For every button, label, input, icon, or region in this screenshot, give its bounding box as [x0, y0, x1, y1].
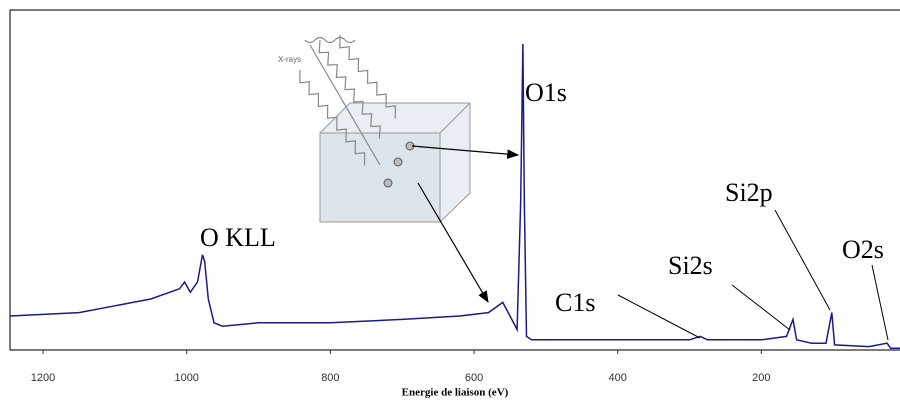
- x-tick-label: 400: [609, 372, 627, 384]
- peak-label: C1s: [555, 288, 595, 317]
- peak-label: O KLL: [200, 223, 276, 252]
- leader-line: [617, 294, 701, 339]
- plot-frame: [9, 9, 900, 351]
- x-tick-label: 600: [465, 372, 483, 384]
- spectrum-line: [9, 43, 900, 350]
- leader-line: [871, 264, 889, 341]
- peak-label: Si2p: [725, 178, 773, 207]
- inset-label: X-rays: [278, 55, 301, 64]
- x-tick-label: 200: [752, 372, 770, 384]
- peak-label: O1s: [525, 78, 567, 107]
- leader-line: [774, 209, 831, 311]
- leader-line: [731, 284, 791, 331]
- peak-label: Si2s: [668, 251, 713, 280]
- inset-diagram: X-rays: [278, 34, 520, 304]
- x-tick-label: 800: [321, 372, 339, 384]
- x-axis-title: Energie de liaison (eV): [402, 387, 509, 399]
- x-tick-label: 1000: [174, 372, 198, 384]
- peak-label: O2s: [842, 235, 884, 264]
- x-tick-label: 1200: [31, 372, 55, 384]
